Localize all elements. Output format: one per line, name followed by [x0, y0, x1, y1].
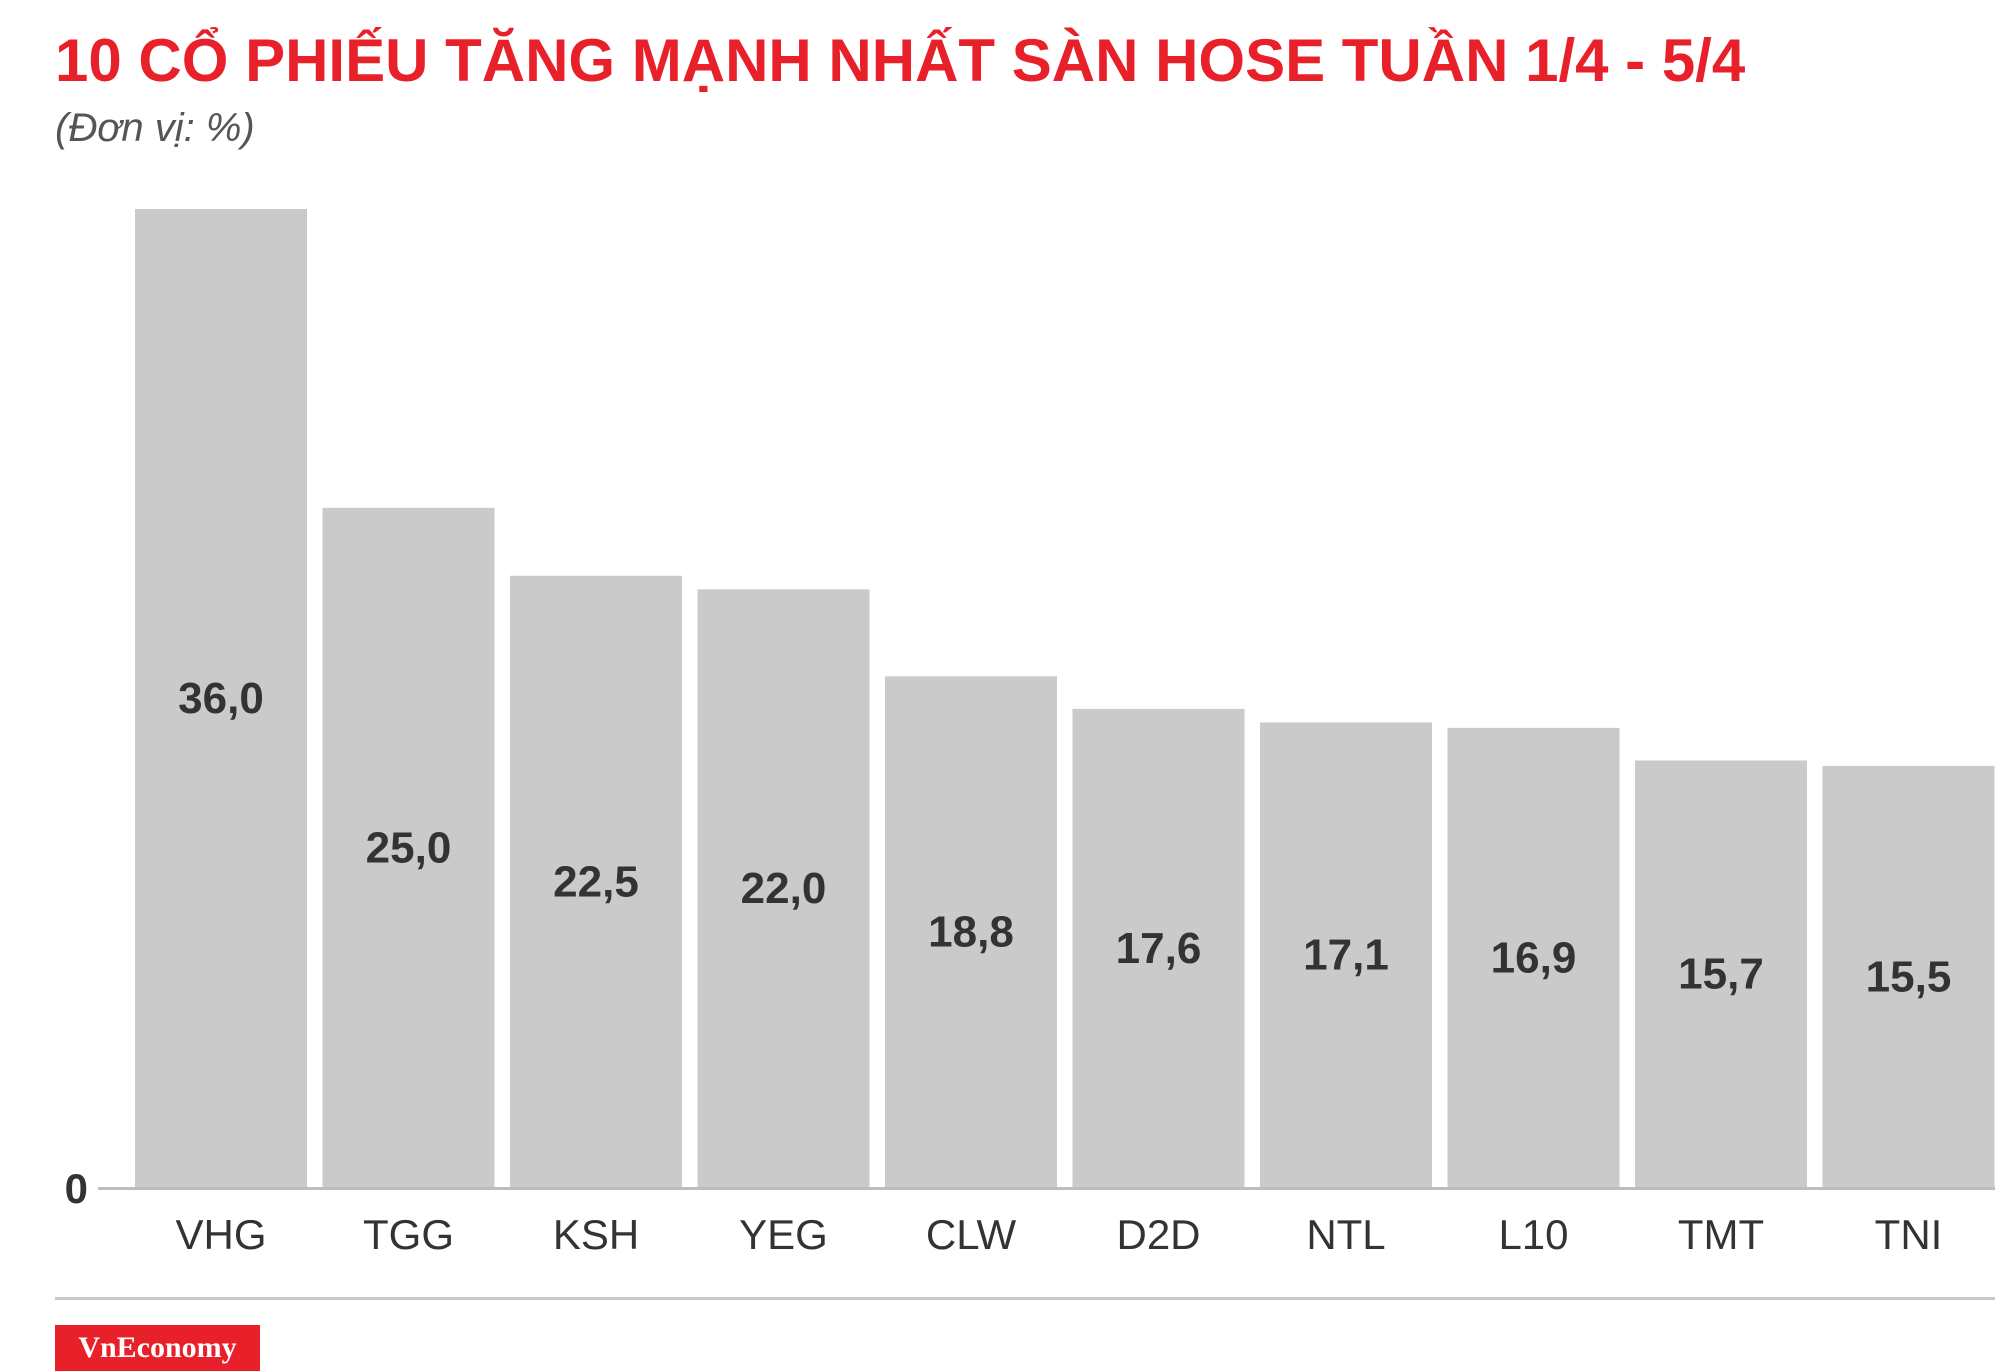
bar-tmt: [1635, 760, 1807, 1187]
x-tick-label-ntl: NTL: [1306, 1211, 1385, 1258]
data-label-vhg: 36,0: [178, 674, 264, 723]
data-label-tgg: 25,0: [366, 823, 452, 872]
x-tick-label-tni: TNI: [1875, 1211, 1943, 1258]
x-tick-label-ksh: KSH: [553, 1211, 639, 1258]
y-tick-label-0: 0: [65, 1165, 88, 1212]
x-tick-label-clw: CLW: [926, 1211, 1017, 1258]
bar-yeg: [697, 589, 870, 1187]
data-label-l10: 16,9: [1491, 933, 1577, 982]
bar-clw: [885, 676, 1057, 1187]
x-tick-label-tgg: TGG: [363, 1211, 454, 1258]
data-label-clw: 18,8: [928, 908, 1014, 957]
data-label-ntl: 17,1: [1303, 931, 1389, 980]
brand-logo: VnEconomy: [55, 1325, 260, 1371]
bar-ksh: [510, 575, 682, 1187]
footer-divider: [55, 1297, 1995, 1300]
data-label-tni: 15,5: [1866, 952, 1952, 1001]
data-label-yeg: 22,0: [741, 864, 827, 913]
x-tick-label-l10: L10: [1498, 1211, 1568, 1258]
data-label-tmt: 15,7: [1678, 950, 1764, 999]
data-label-d2d: 17,6: [1116, 924, 1202, 973]
bar-chart: 36,0 VHG 25,0 TGG 22,5 KSH 22,0 YEG 18,8 CLW 17,6 D…: [65, 209, 1995, 1258]
bar-tgg: [322, 507, 495, 1187]
bar-vhg: [135, 209, 307, 1187]
bar-l10: [1447, 727, 1620, 1187]
bar-d2d: [1072, 708, 1245, 1187]
x-tick-label-yeg: YEG: [739, 1211, 828, 1258]
bar-tni: [1822, 765, 1995, 1187]
x-tick-label-tmt: TMT: [1678, 1211, 1764, 1258]
chart-title: 10 CỔ PHIẾU TĂNG MẠNH NHẤT SÀN HOSE TUẦN…: [55, 27, 1746, 94]
x-tick-label-vhg: VHG: [175, 1211, 266, 1258]
data-label-ksh: 22,5: [553, 857, 639, 906]
unit-label: (Đơn vị: %): [55, 106, 255, 150]
x-tick-label-d2d: D2D: [1116, 1211, 1200, 1258]
bar-ntl: [1260, 722, 1432, 1187]
